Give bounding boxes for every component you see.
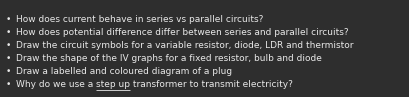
Text: transformer to transmit electricity?: transformer to transmit electricity?: [129, 80, 292, 89]
Text: Why do we use a: Why do we use a: [16, 80, 95, 89]
Text: Draw the circuit symbols for a variable resistor, diode, LDR and thermistor: Draw the circuit symbols for a variable …: [16, 41, 352, 50]
Text: Draw a labelled and coloured diagram of a plug: Draw a labelled and coloured diagram of …: [16, 67, 231, 76]
Text: •: •: [5, 41, 11, 50]
Text: •: •: [5, 54, 11, 63]
Text: •: •: [5, 67, 11, 76]
Text: Draw the shape of the IV graphs for a fixed resistor, bulb and diode: Draw the shape of the IV graphs for a fi…: [16, 54, 321, 63]
Text: •: •: [5, 80, 11, 89]
Text: step up: step up: [95, 80, 129, 89]
Text: How does current behave in series vs parallel circuits?: How does current behave in series vs par…: [16, 15, 262, 24]
Text: •: •: [5, 15, 11, 24]
Text: •: •: [5, 28, 11, 37]
Text: How does potential difference differ between series and parallel circuits?: How does potential difference differ bet…: [16, 28, 347, 37]
